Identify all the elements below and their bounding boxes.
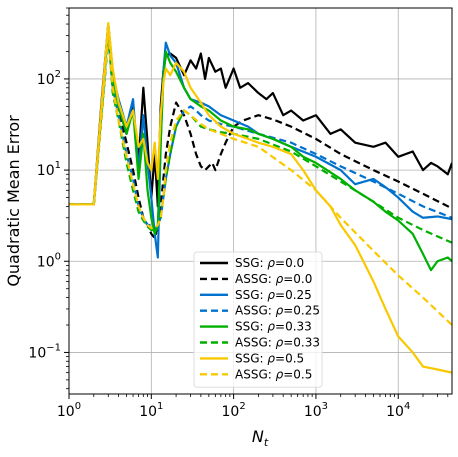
- legend-label: ASSG: ρ=0.25: [235, 304, 320, 318]
- legend-label: SSG: ρ=0.0: [235, 256, 304, 270]
- legend-box: [193, 251, 323, 388]
- x-axis-label: Nt: [252, 427, 269, 449]
- axis-ticks: 100 101 102 103 104 10−1 100 101 102: [28, 7, 449, 420]
- series-line-2: [69, 34, 452, 240]
- legend-label: ASSG: ρ=0.0: [235, 272, 312, 286]
- series-line-7: [69, 21, 452, 374]
- x-tick-label: 103: [304, 401, 328, 420]
- y-tick-label: 10−1: [28, 342, 61, 361]
- series-line-8: [69, 30, 452, 326]
- legend-label: ASSG: ρ=0.5: [235, 367, 312, 381]
- legend-label: SSG: ρ=0.33: [235, 320, 312, 334]
- y-tick-label: 102: [37, 69, 61, 88]
- y-axis-label: Quadratic Mean Error: [4, 115, 23, 287]
- legend-label: SSG: ρ=0.5: [235, 351, 304, 365]
- x-tick-label: 104: [386, 401, 410, 420]
- x-tick-label: 101: [139, 401, 163, 420]
- y-tick-label: 101: [37, 160, 61, 179]
- plot-frame: [68, 7, 453, 395]
- legend-label: ASSG: ρ=0.33: [235, 336, 320, 350]
- y-tick-label: 100: [37, 251, 61, 270]
- series-line-4: [69, 34, 452, 232]
- legend-label: SSG: ρ=0.25: [235, 288, 312, 302]
- legend: SSG: ρ=0.0 ASSG: ρ=0.0 SSG: ρ=0.25 ASSG: ρ=…: [193, 251, 323, 388]
- x-tick-label: 102: [222, 401, 246, 420]
- x-tick-label: 100: [57, 401, 81, 420]
- series-group: [69, 21, 452, 374]
